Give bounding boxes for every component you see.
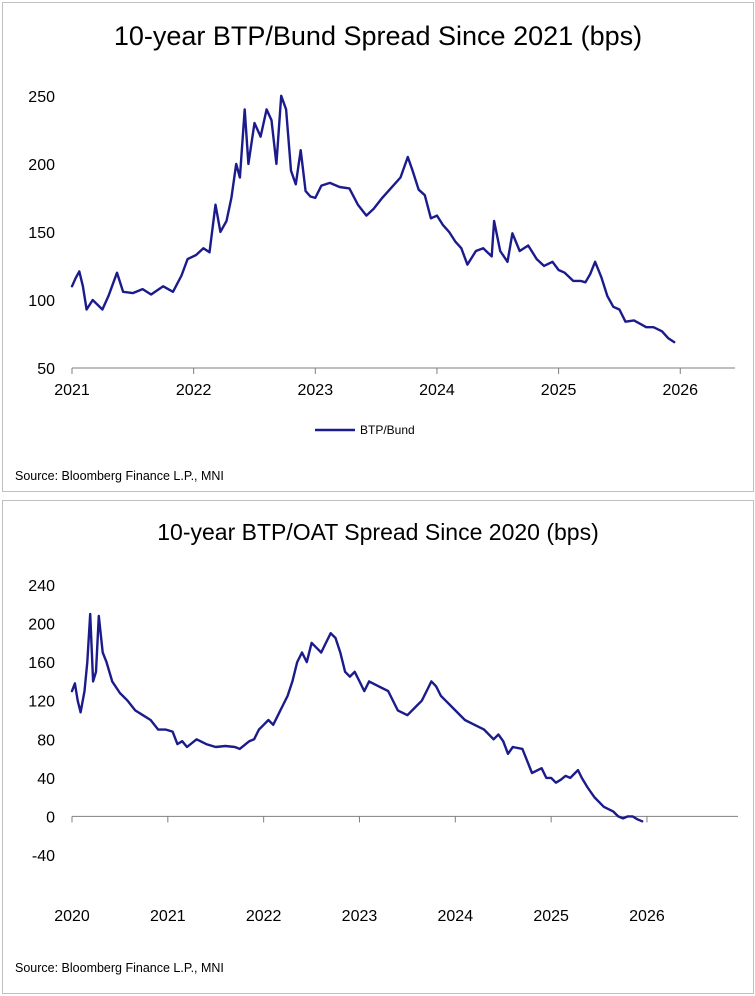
chart-panel-btp-bund: 10-year BTP/Bund Spread Since 2021 (bps)… <box>2 2 754 492</box>
x-tick-label: 2025 <box>541 382 577 399</box>
x-tick-label: 2020 <box>54 908 90 925</box>
chart-title: 10-year BTP/Bund Spread Since 2021 (bps) <box>113 21 643 51</box>
y-tick-label: 100 <box>28 293 55 310</box>
x-tick-label: 2026 <box>662 382 698 399</box>
y-tick-label: 120 <box>28 694 55 711</box>
chart-plot: 2020 2021 2022 2023 2024 2025 2026 240 200 160 120… <box>28 578 738 925</box>
y-tick-label: 250 <box>28 89 55 106</box>
series-line-btp-oat <box>70 612 644 823</box>
chart-plot: 2021 2022 2023 2024 2025 2026 250 200 150 100 50 BT… <box>28 89 735 437</box>
y-tick-label: 80 <box>37 732 55 749</box>
y-tick-label: 200 <box>28 157 55 174</box>
y-tick-label: 50 <box>37 361 55 378</box>
y-tick-label: 150 <box>28 225 55 242</box>
x-tick-label: 2021 <box>150 908 186 925</box>
y-tick-label: 0 <box>46 809 55 826</box>
y-tick-label: 160 <box>28 655 55 672</box>
y-tick-label: -40 <box>32 848 55 865</box>
series-line-btp-bund <box>70 94 676 344</box>
y-tick-label: 40 <box>37 771 55 788</box>
chart-panel-btp-oat: 10-year BTP/OAT Spread Since 2020 (bps) … <box>2 500 754 994</box>
x-tick-label: 2023 <box>298 382 334 399</box>
x-tick-label: 2022 <box>176 382 212 399</box>
y-tick-label: 240 <box>28 578 55 595</box>
source-note: Source: Bloomberg Finance L.P., MNI <box>15 469 224 483</box>
x-tick-label: 2024 <box>419 382 455 399</box>
y-tick-label: 200 <box>28 617 55 634</box>
source-note: Source: Bloomberg Finance L.P., MNI <box>15 961 224 975</box>
chart-title: 10-year BTP/OAT Spread Since 2020 (bps) <box>157 519 599 545</box>
x-tick-label: 2024 <box>438 908 474 925</box>
x-tick-label: 2021 <box>54 382 90 399</box>
x-tick-label: 2023 <box>342 908 378 925</box>
legend-label: BTP/Bund <box>360 423 415 437</box>
x-tick-label: 2025 <box>533 908 569 925</box>
x-tick-label: 2026 <box>629 908 665 925</box>
x-tick-label: 2022 <box>246 908 282 925</box>
